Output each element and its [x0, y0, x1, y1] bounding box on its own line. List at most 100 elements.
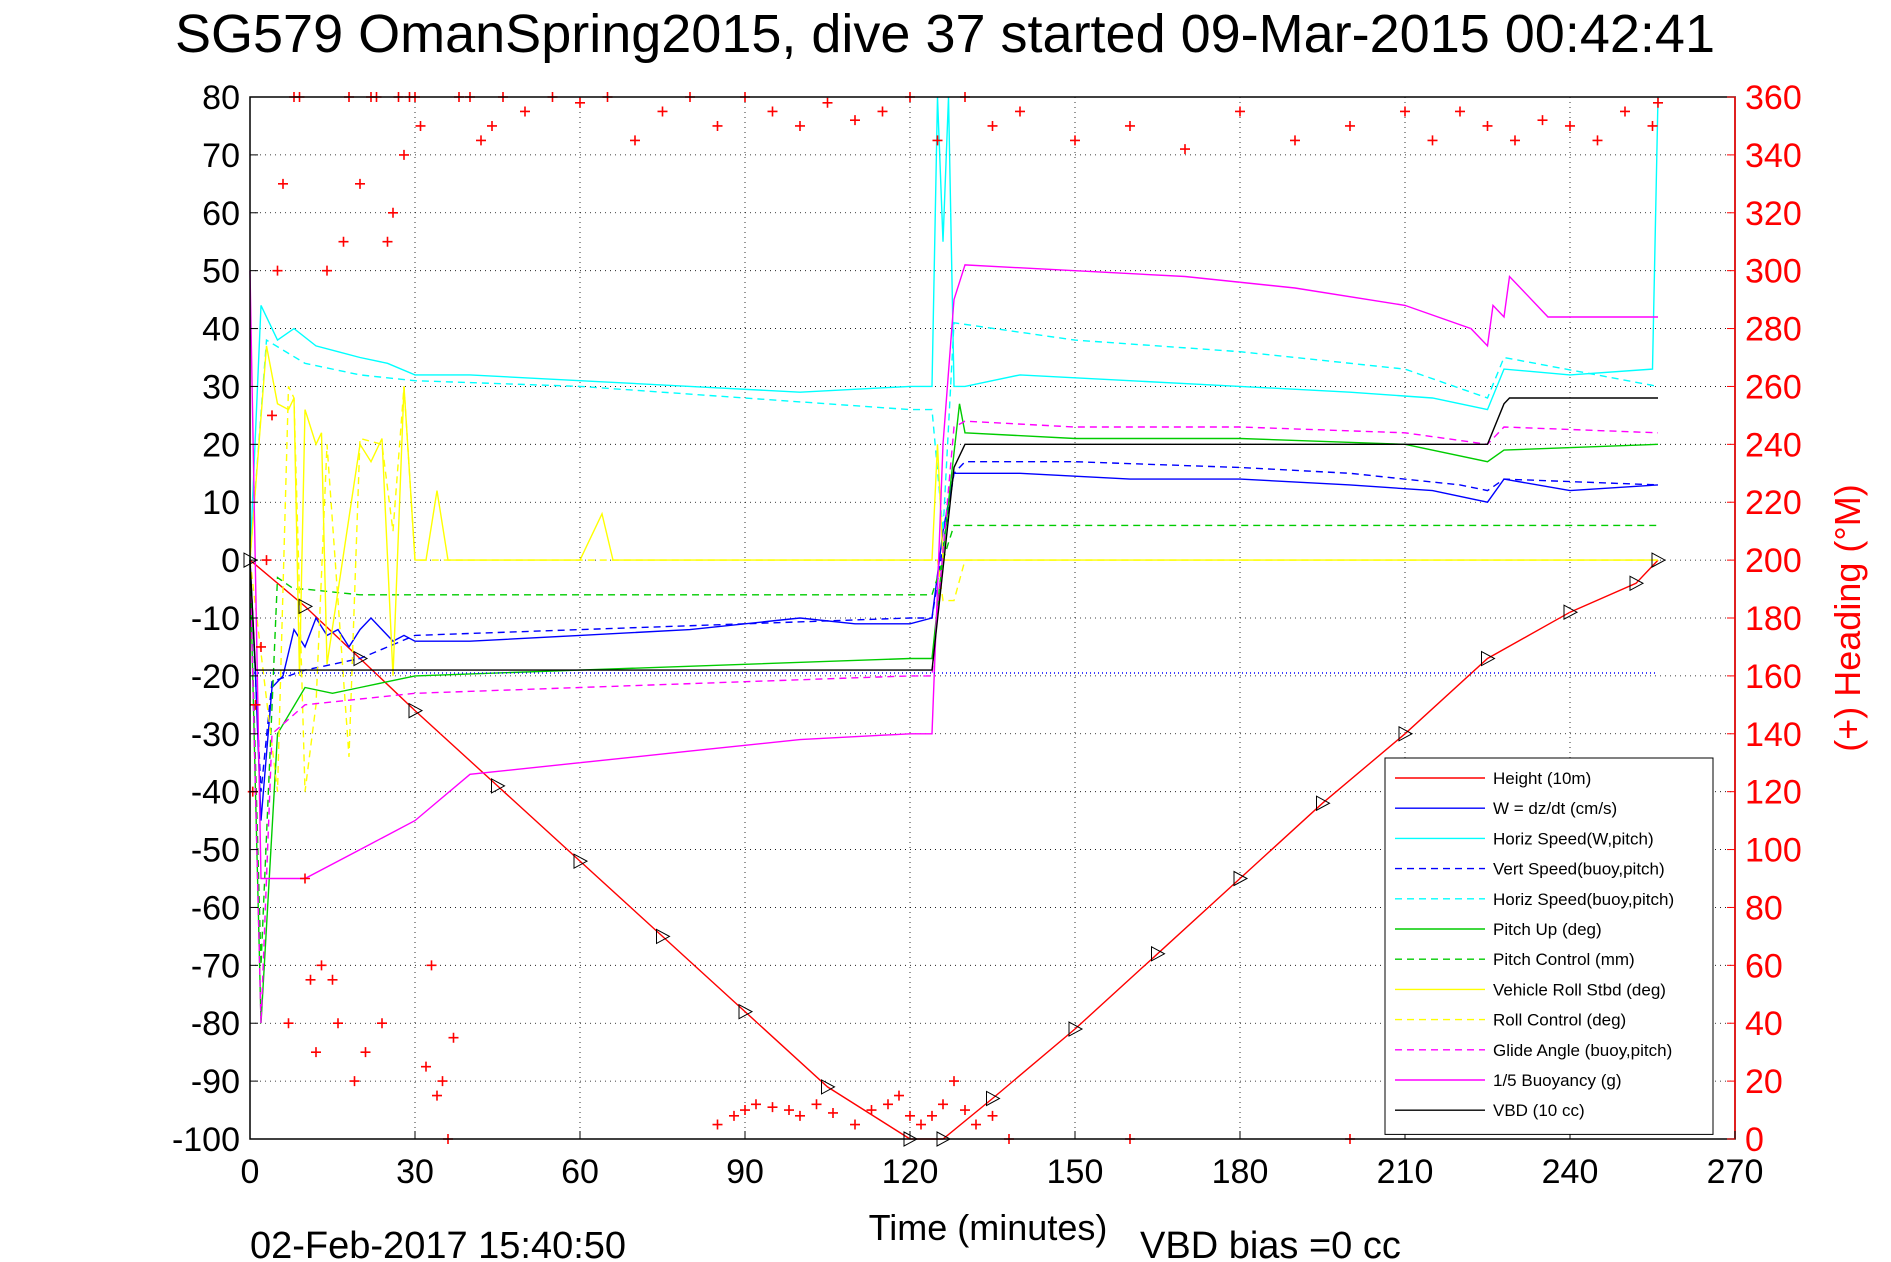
y-tick-label: -80 [191, 1005, 240, 1043]
heading-marker [1510, 135, 1520, 146]
y-tick-label: 10 [202, 484, 240, 522]
series-w-dz-dt-cm-s [249, 472, 1659, 821]
heading-marker [877, 106, 888, 117]
legend-label: VBD (10 cc) [1493, 1101, 1585, 1120]
heading-marker [828, 1107, 838, 1118]
series-pitch-up-deg [249, 403, 1659, 1024]
x-tick-label: 270 [1707, 1153, 1764, 1191]
heading-marker [740, 1105, 750, 1116]
y2-tick-label: 0 [1745, 1121, 1764, 1159]
heading-marker [388, 207, 398, 218]
triangle-marker [1481, 650, 1496, 667]
heading-marker [850, 1119, 860, 1130]
triangle-marker [408, 702, 424, 719]
y2-tick-label: 120 [1745, 774, 1802, 812]
y-tick-label: -40 [191, 774, 240, 812]
heading-marker [822, 97, 833, 108]
heading-marker [1647, 120, 1658, 131]
x-axis-label: Time (minutes) [869, 1207, 1108, 1248]
series-1-5-buoyancy-g [249, 264, 1658, 880]
heading-marker [729, 1110, 739, 1121]
x-tick-label: 150 [1047, 1153, 1104, 1191]
heading-marker [448, 1032, 459, 1043]
heading-marker [905, 1110, 915, 1121]
heading-marker [415, 120, 426, 131]
heading-marker [987, 120, 998, 131]
legend-label: Height (10m) [1493, 769, 1591, 788]
plot-area [243, 92, 1667, 1147]
heading-marker [426, 960, 437, 971]
heading-marker [811, 1099, 822, 1110]
heading-marker [712, 120, 723, 131]
heading-marker [1125, 120, 1135, 131]
y2-tick-label: 280 [1745, 311, 1802, 349]
heading-marker [355, 178, 365, 189]
legend-label: Horiz Speed(W,pitch) [1493, 829, 1654, 848]
triangle-marker [1068, 1021, 1084, 1037]
y-tick-label: -30 [191, 716, 240, 754]
y-tick-label: 80 [202, 79, 240, 117]
legend-label: Horiz Speed(buoy,pitch) [1493, 890, 1674, 909]
triangle-marker [656, 928, 671, 945]
y-tick-label: -10 [191, 600, 240, 638]
x-tick-label: 120 [882, 1153, 939, 1191]
series-vehicle-roll-stbd-deg [249, 345, 1658, 676]
series-vbd-10-cc [249, 397, 1658, 671]
heading-marker [795, 120, 805, 131]
y-tick-label: 50 [202, 253, 240, 291]
heading-marker [1427, 135, 1438, 146]
legend-label: Glide Angle (buoy,pitch) [1493, 1041, 1672, 1060]
y-tick-label: -90 [191, 1063, 240, 1101]
y2-tick-label: 40 [1745, 1005, 1783, 1043]
x-tick-label: 180 [1212, 1153, 1269, 1191]
y2-tick-label: 100 [1745, 832, 1802, 870]
height-triangle-markers [243, 552, 1667, 1147]
y2-axis-ticks: 3603403203002802602402202001801601401201… [1727, 79, 1802, 1159]
y2-tick-label: 200 [1745, 542, 1802, 580]
heading-marker [850, 115, 860, 126]
y-tick-label: -70 [191, 947, 240, 985]
series-roll-control-deg [249, 386, 1658, 792]
x-tick-label: 60 [561, 1153, 599, 1191]
triangle-marker [1563, 604, 1579, 621]
heading-marker [267, 410, 277, 421]
heading-marker [751, 1099, 761, 1110]
heading-marker [712, 1119, 723, 1130]
series-horiz-speed-buoy-pitch [249, 321, 1659, 561]
y-tick-label: 40 [202, 311, 240, 349]
triangle-marker [1233, 870, 1249, 887]
triangle-marker [1398, 725, 1414, 742]
y-tick-label: -20 [191, 658, 240, 696]
heading-marker [1482, 120, 1493, 131]
heading-marker [927, 1110, 937, 1121]
y2-tick-label: 340 [1745, 137, 1802, 175]
heading-marker [960, 1105, 970, 1116]
heading-marker [1345, 120, 1355, 131]
triangle-marker [821, 1079, 836, 1095]
heading-marker [278, 178, 288, 189]
y-tick-label: 60 [202, 195, 240, 233]
x-axis-ticks: 0 30 60 90 120 150 180 210 240 270 [241, 1131, 1764, 1191]
y-tick-label: -60 [191, 889, 240, 927]
heading-marker [1592, 135, 1603, 146]
heading-marker [1620, 106, 1630, 117]
heading-marker [250, 699, 261, 710]
heading-marker [322, 265, 332, 276]
series-horiz-speed-w-pitch [249, 96, 1659, 561]
y2-tick-label: 140 [1745, 716, 1802, 754]
heading-marker [949, 1076, 959, 1087]
series-vert-speed-buoy-pitch [249, 461, 1659, 792]
legend-label: Vehicle Roll Stbd (deg) [1493, 980, 1666, 999]
triangle-marker [1316, 795, 1331, 812]
heading-marker [1400, 106, 1410, 117]
heading-marker [520, 106, 530, 117]
x-tick-label: 240 [1542, 1153, 1599, 1191]
heading-marker [349, 1076, 360, 1087]
triangle-marker [298, 598, 314, 615]
x-tick-label: 0 [241, 1153, 260, 1191]
heading-marker [333, 1018, 343, 1029]
y2-tick-label: 300 [1745, 253, 1802, 291]
y2-tick-label: 180 [1745, 600, 1802, 638]
heading-marker [476, 135, 486, 146]
